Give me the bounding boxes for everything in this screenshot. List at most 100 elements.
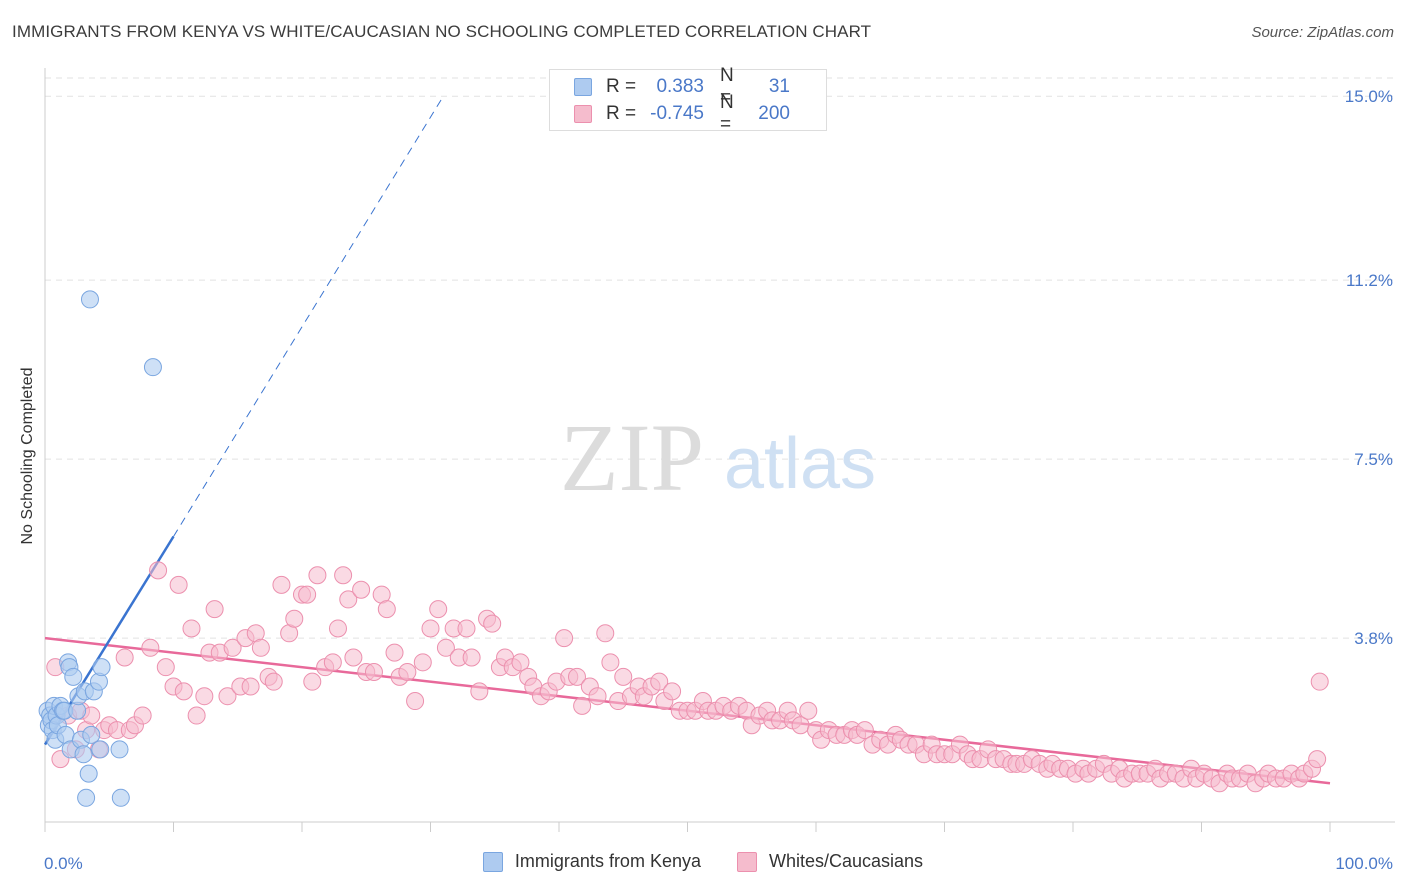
point-kenya <box>82 725 101 744</box>
point-kenya <box>74 745 93 764</box>
legend-swatch-pink <box>736 851 757 872</box>
point-whites <box>285 609 304 628</box>
point-whites <box>799 701 818 720</box>
point-whites <box>308 566 327 585</box>
legend-n-value: 31 <box>768 76 790 97</box>
point-whites <box>251 638 270 657</box>
point-kenya <box>80 290 99 309</box>
point-whites <box>596 624 615 643</box>
legend-box: R = 0.383 N = 31 R = -0.745 N = 200 <box>549 65 827 135</box>
point-whites <box>650 672 669 691</box>
axes <box>44 68 1395 832</box>
watermark-zip: ZIP <box>560 404 704 511</box>
point-whites <box>334 566 353 585</box>
point-whites <box>588 687 607 706</box>
point-whites <box>377 600 396 619</box>
point-whites <box>174 682 193 701</box>
y-tick-label: 3.8% <box>1354 629 1393 648</box>
point-whites <box>115 648 134 667</box>
legend-swatch-pink <box>574 105 592 123</box>
y-tick-label: 7.5% <box>1354 450 1393 469</box>
point-whites <box>567 667 586 686</box>
point-whites <box>133 706 152 725</box>
point-whites <box>429 600 448 619</box>
legend-n-value: 200 <box>758 103 790 124</box>
legend-item-label: Immigrants from Kenya <box>514 851 701 871</box>
point-kenya <box>91 740 110 759</box>
tick-labels: 3.8% 7.5% 11.2% 15.0% 0.0% 100.0% <box>44 87 1393 873</box>
legend-row-whites: R = -0.745 N = 200 <box>574 92 790 135</box>
point-whites <box>364 663 383 681</box>
legend-item-label: Whites/Caucasians <box>768 851 924 871</box>
point-whites <box>573 696 592 715</box>
data-points <box>38 290 1329 807</box>
point-whites <box>156 658 175 677</box>
legend-item-kenya[interactable]: Immigrants from Kenya <box>482 851 701 872</box>
legend-swatch-blue <box>574 78 592 96</box>
point-whites <box>149 561 168 580</box>
point-kenya <box>143 358 162 377</box>
point-whites <box>141 638 160 657</box>
point-whites <box>457 619 476 638</box>
watermark: ZIP atlas <box>560 404 876 511</box>
point-whites <box>483 614 502 633</box>
legend-row-kenya: R = 0.383 N = 31 <box>574 65 790 108</box>
legend-n-label: N = <box>720 92 734 135</box>
point-kenya <box>64 667 83 686</box>
point-kenya <box>77 788 96 807</box>
trend-line-kenya-extension <box>173 95 444 537</box>
point-kenya <box>111 788 130 807</box>
point-whites <box>1310 672 1329 691</box>
point-whites <box>344 648 363 667</box>
point-whites <box>223 638 242 657</box>
gridlines <box>45 77 1395 639</box>
point-whites <box>614 667 633 686</box>
point-whites <box>169 575 188 594</box>
point-whites <box>323 653 342 672</box>
point-whites <box>385 643 404 662</box>
chart-title: IMMIGRANTS FROM KENYA VS WHITE/CAUCASIAN… <box>12 22 872 41</box>
point-whites <box>182 619 201 638</box>
point-whites <box>328 619 347 638</box>
point-whites <box>555 629 574 648</box>
x-tick-label: 0.0% <box>44 854 83 873</box>
point-whites <box>663 682 682 701</box>
y-tick-label: 11.2% <box>1346 271 1393 290</box>
watermark-atlas: atlas <box>724 424 876 504</box>
legend-r-value: -0.745 <box>650 103 704 124</box>
legend-r-label: R = <box>606 76 637 97</box>
legend-swatch-blue <box>482 851 503 872</box>
point-whites <box>241 677 260 696</box>
point-whites <box>511 653 530 672</box>
point-kenya <box>79 764 98 783</box>
point-whites <box>218 687 237 706</box>
point-whites <box>303 672 322 691</box>
point-kenya <box>92 658 111 677</box>
point-whites <box>406 692 425 711</box>
point-whites <box>436 638 455 657</box>
point-whites <box>264 672 283 691</box>
legend-r-label: R = <box>606 103 637 124</box>
point-whites <box>298 585 317 604</box>
point-whites <box>398 663 417 681</box>
legend-item-whites[interactable]: Whites/Caucasians <box>736 851 924 872</box>
point-whites <box>187 706 206 725</box>
point-whites <box>601 653 620 672</box>
legend-n-label: N = <box>720 65 734 108</box>
point-whites <box>413 653 432 672</box>
point-whites <box>205 600 224 619</box>
point-whites <box>855 721 874 740</box>
point-whites <box>1308 750 1327 769</box>
source-label: Source: ZipAtlas.com <box>1251 24 1394 41</box>
point-whites <box>339 590 358 609</box>
point-whites <box>195 687 214 706</box>
y-tick-label: 15.0% <box>1345 87 1393 106</box>
point-whites <box>421 619 440 638</box>
point-whites <box>272 575 291 594</box>
point-whites <box>470 682 489 701</box>
point-whites <box>352 580 371 599</box>
point-whites <box>462 648 481 667</box>
x-tick-label: 100.0% <box>1335 854 1393 873</box>
legend-r-value: 0.383 <box>656 76 704 97</box>
